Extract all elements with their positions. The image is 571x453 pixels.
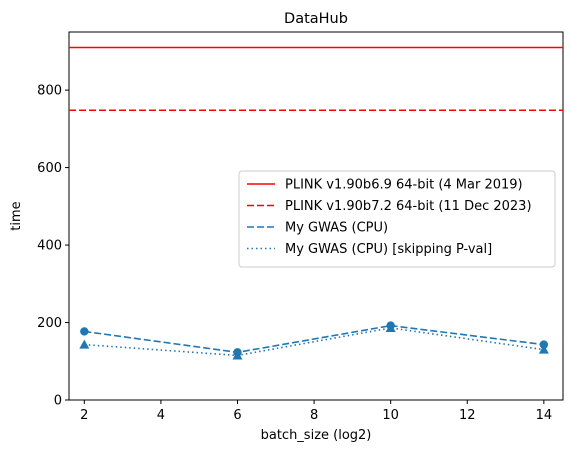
legend-label: PLINK v1.90b6.9 64-bit (4 Mar 2019) <box>285 178 523 193</box>
data-point <box>80 327 89 336</box>
x-axis: 2 4 6 8 10 12 14 <box>80 400 552 423</box>
legend: PLINK v1.90b6.9 64-bit (4 Mar 2019) PLINK… <box>238 170 556 268</box>
y-tick-label: 200 <box>37 316 62 331</box>
legend-label: My GWAS (CPU) [skipping P-val] <box>285 242 492 257</box>
plot-area-frame <box>68 31 564 401</box>
x-tick-label: 14 <box>536 408 553 423</box>
series-line <box>84 324 544 354</box>
y-axis: 0 200 400 600 800 <box>37 84 69 409</box>
legend-box <box>238 170 556 268</box>
data-point <box>232 350 243 360</box>
series-line <box>84 327 544 357</box>
chart-title: DataHub <box>284 11 348 27</box>
x-tick-label: 4 <box>157 408 165 423</box>
legend-label: PLINK v1.90b7.2 64-bit (11 Dec 2023) <box>285 199 532 214</box>
data-point <box>79 339 90 349</box>
reference-lines <box>69 46 563 112</box>
y-tick-label: 400 <box>37 239 62 254</box>
x-tick-label: 10 <box>382 408 399 423</box>
y-tick-label: 0 <box>54 394 62 409</box>
x-axis-label: batch_size (log2) <box>261 428 372 443</box>
data-point <box>538 344 549 354</box>
x-tick-label: 6 <box>233 408 241 423</box>
y-axis-label: time <box>9 201 24 230</box>
data-series <box>79 321 549 360</box>
y-tick-label: 800 <box>37 84 62 99</box>
x-tick-label: 12 <box>459 408 476 423</box>
x-tick-label: 2 <box>80 408 88 423</box>
y-tick-label: 600 <box>37 161 62 176</box>
data-point <box>385 322 396 332</box>
data-point <box>539 340 549 349</box>
legend-label: My GWAS (CPU) <box>285 221 388 236</box>
x-tick-label: 8 <box>310 408 318 423</box>
